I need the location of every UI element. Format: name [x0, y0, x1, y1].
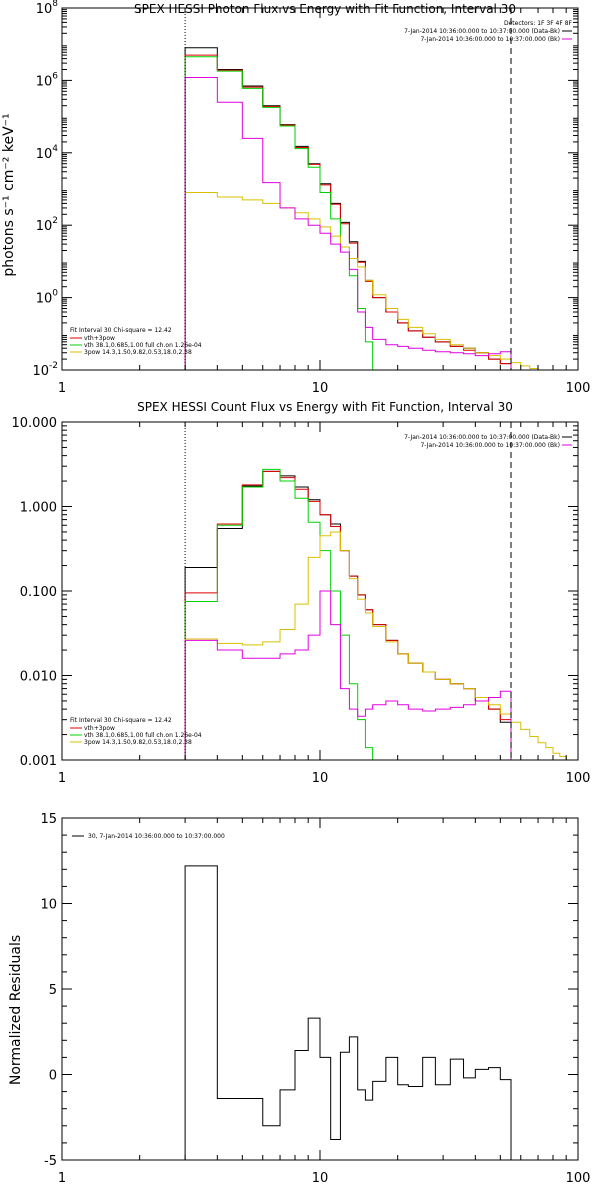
photon-flux-panel: SPEX HESSI Photon Flux vs Energy with Fi… — [1, 0, 590, 396]
count-fit-legend-header: Fit Interval 30 Chi-square = 12.42 — [70, 717, 172, 724]
photon-series-vth-3pow — [184, 54, 512, 370]
photon-y-tick-label: 102 — [36, 216, 58, 234]
count-legend-entry: 7-Jan-2014 10:36:00.000 to 10:37:00.000 … — [404, 434, 560, 441]
count-flux-panel: SPEX HESSI Count Flux vs Energy with Fit… — [12, 400, 591, 786]
resid-y-tick-label: 10 — [40, 898, 57, 913]
count-y-tick-label: 10.000 — [12, 416, 58, 431]
count-series-vth-3pow — [184, 470, 512, 760]
photon-legend-entry: 7-Jan-2014 10:36:00.000 to 10:37:00.000 … — [404, 28, 560, 35]
count-series-vth — [184, 468, 374, 760]
resid-axes-frame — [61, 817, 579, 1161]
photon-fit-legend-entry: 3pow 14.3,1.50,9.82,0.53,18.0,2.38 — [84, 349, 192, 356]
count-fit-legend-entry: 3pow 14.3,1.50,9.82,0.53,18.0,2.38 — [84, 739, 192, 746]
photon-series-vth — [184, 56, 380, 370]
photon-series-3pow — [184, 192, 539, 370]
resid-x-tick-label: 1 — [58, 1171, 66, 1186]
photon-fit-legend-entry: vth 38.1,0.685,1.00 full ch.on 1.26e-04 — [84, 342, 202, 349]
photon-y-tick-label: 104 — [36, 144, 59, 162]
residuals-y-axis-label: Normalized Residuals — [8, 935, 24, 1085]
count-series-bk — [184, 590, 512, 760]
resid-y-tick-label: 15 — [40, 812, 57, 827]
count-fit-legend-entry: vth+3pow — [84, 725, 115, 732]
count-series-data-bk — [184, 470, 512, 760]
resid-y-tick-label: -5 — [44, 1154, 57, 1169]
resid-series-30 — [184, 865, 512, 1160]
count-legend-entry: 7-Jan-2014 10:36:00.000 to 10:37:00.000 … — [420, 442, 560, 449]
count-y-tick-label: 0.100 — [20, 585, 57, 600]
photon-x-tick-label: 1 — [58, 381, 66, 396]
resid-x-tick-label: 100 — [566, 1171, 591, 1186]
photon-fit-legend-entry: vth+3pow — [84, 335, 115, 342]
photon-y-tick-label: 100 — [36, 289, 59, 307]
count-fit-legend-entry: vth 38.1,0.685,1.00 full ch.on 1.26e-04 — [84, 732, 202, 739]
count-series-3pow — [184, 531, 573, 760]
photon-chart-title: SPEX HESSI Photon Flux vs Energy with Fi… — [134, 2, 516, 16]
count-y-tick-label: 1.000 — [20, 501, 57, 516]
count-chart-title: SPEX HESSI Count Flux vs Energy with Fit… — [137, 400, 513, 414]
count-y-tick-label: 0.010 — [20, 670, 57, 685]
photon-x-tick-label: 10 — [312, 381, 329, 396]
resid-y-tick-label: 0 — [49, 1069, 57, 1084]
photon-y-axis-label: photons s⁻¹ cm⁻² keV⁻¹ — [1, 113, 17, 276]
photon-y-tick-label: 10-2 — [32, 361, 58, 379]
photon-y-tick-label: 106 — [36, 71, 59, 89]
photon-series-bk — [184, 77, 512, 370]
count-x-tick-label: 1 — [58, 771, 66, 786]
photon-y-tick-label: 108 — [36, 0, 59, 17]
resid-x-tick-label: 10 — [312, 1171, 329, 1186]
photon-series-data-bk — [184, 47, 512, 370]
photon-fit-legend-header: Fit Interval 30 Chi-square = 12.42 — [70, 327, 172, 334]
resid-y-tick-label: 5 — [49, 983, 57, 998]
count-x-tick-label: 10 — [312, 771, 329, 786]
photon-legend-header: Detectors: 1F 3F 4F 8F — [504, 20, 573, 27]
count-y-tick-label: 0.001 — [20, 754, 57, 769]
photon-legend-entry: 7-Jan-2014 10:36:00.000 to 10:37:00.000 … — [420, 36, 560, 43]
count-x-tick-label: 100 — [566, 771, 591, 786]
resid-legend-entry: 30, 7-Jan-2014 10:36:00.000 to 10:37:00.… — [88, 833, 225, 840]
residuals-panel: Normalized Residuals 1 10 100 -5 0 5 10 15 30, 7… — [8, 812, 590, 1186]
photon-x-tick-label: 100 — [566, 381, 591, 396]
